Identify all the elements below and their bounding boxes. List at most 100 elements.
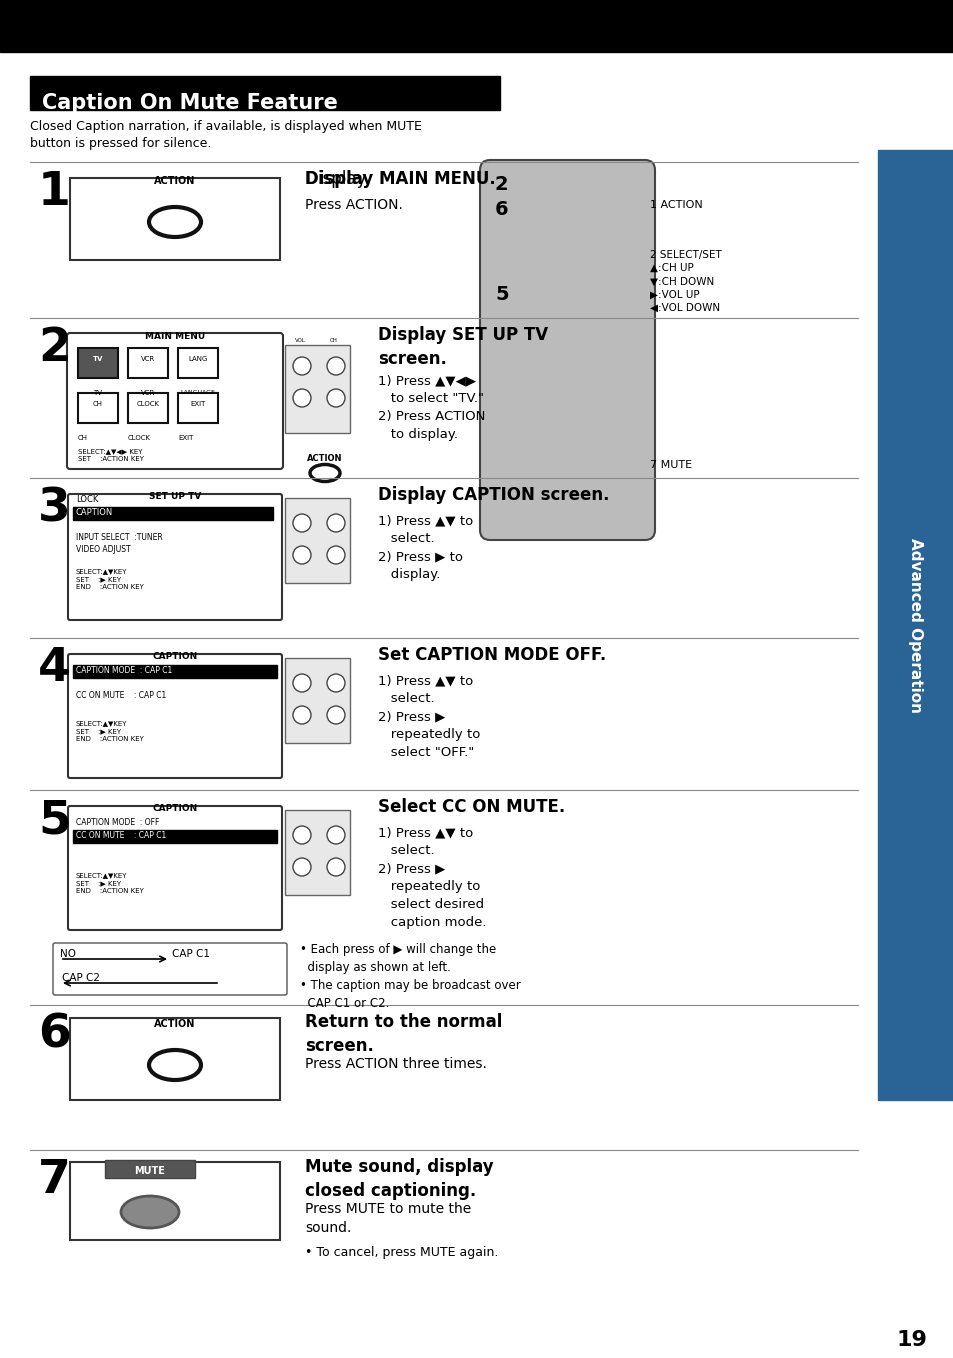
Text: Press ACTION.: Press ACTION. <box>305 198 402 212</box>
Text: ACTION: ACTION <box>307 454 342 463</box>
Ellipse shape <box>293 706 311 724</box>
Bar <box>128 392 168 422</box>
Text: VCR: VCR <box>141 356 155 363</box>
Bar <box>30 76 499 110</box>
Text: 7: 7 <box>38 1158 71 1203</box>
Ellipse shape <box>327 858 345 876</box>
Ellipse shape <box>149 206 201 238</box>
Ellipse shape <box>293 513 311 532</box>
Bar <box>178 392 218 422</box>
Bar <box>78 392 118 422</box>
Text: SELECT:▲▼KEY
SET    :▶ KEY
END    :ACTION KEY: SELECT:▲▼KEY SET :▶ KEY END :ACTION KEY <box>76 872 144 894</box>
Text: 1) Press ▲▼◀▶
   to select "TV."
2) Press ACTION
   to display.: 1) Press ▲▼◀▶ to select "TV." 2) Press A… <box>377 373 485 441</box>
Text: Caption On Mute Feature: Caption On Mute Feature <box>42 92 337 113</box>
Text: LANG: LANG <box>188 356 208 363</box>
Text: 5: 5 <box>38 799 71 843</box>
Bar <box>128 348 168 378</box>
Text: Press MUTE to mute the
sound.: Press MUTE to mute the sound. <box>305 1202 471 1236</box>
Text: CAPTION MODE  : OFF: CAPTION MODE : OFF <box>76 818 159 827</box>
Bar <box>285 809 350 895</box>
Text: Set CAPTION MODE OFF.: Set CAPTION MODE OFF. <box>377 646 605 664</box>
Text: Return to the normal
screen.: Return to the normal screen. <box>305 1013 502 1055</box>
Text: CC ON MUTE    : CAP C1: CC ON MUTE : CAP C1 <box>76 691 166 699</box>
FancyBboxPatch shape <box>68 494 282 621</box>
Text: CAPTION MODE  : CAP C1: CAPTION MODE : CAP C1 <box>76 665 172 675</box>
Text: 6: 6 <box>38 1013 71 1058</box>
FancyBboxPatch shape <box>53 942 287 995</box>
Text: SELECT:▲▼◀▶ KEY
SET    :ACTION KEY: SELECT:▲▼◀▶ KEY SET :ACTION KEY <box>78 448 144 462</box>
Text: 5: 5 <box>495 285 508 304</box>
Text: 2: 2 <box>495 175 508 194</box>
Ellipse shape <box>293 674 311 693</box>
Text: 1) Press ▲▼ to
   select.
2) Press ▶ to
   display.: 1) Press ▲▼ to select. 2) Press ▶ to dis… <box>377 513 473 581</box>
Text: Advanced Operation: Advanced Operation <box>907 538 923 713</box>
Bar <box>105 1160 194 1177</box>
Bar <box>877 149 953 1100</box>
Text: 1: 1 <box>38 170 71 215</box>
Text: • To cancel, press MUTE again.: • To cancel, press MUTE again. <box>305 1247 497 1259</box>
Ellipse shape <box>121 1196 179 1228</box>
Text: 4: 4 <box>38 646 71 691</box>
Text: CH: CH <box>92 401 103 407</box>
Bar <box>285 659 350 743</box>
Text: Select CC ON MUTE.: Select CC ON MUTE. <box>377 799 565 816</box>
Text: 19: 19 <box>896 1329 926 1350</box>
Text: 7 MUTE: 7 MUTE <box>649 460 691 470</box>
Text: 6: 6 <box>495 200 508 219</box>
Bar <box>73 507 273 520</box>
Bar <box>78 348 118 378</box>
Ellipse shape <box>327 388 345 407</box>
Ellipse shape <box>293 858 311 876</box>
Text: CH: CH <box>78 435 88 441</box>
Text: SELECT:▲▼KEY
SET    :▶ KEY
END    :ACTION KEY: SELECT:▲▼KEY SET :▶ KEY END :ACTION KEY <box>76 720 144 741</box>
Text: 1) Press ▲▼ to
   select.
2) Press ▶
   repeatedly to
   select desired
   capti: 1) Press ▲▼ to select. 2) Press ▶ repeat… <box>377 826 486 929</box>
Text: Display MAIN MENU.: Display MAIN MENU. <box>305 170 496 187</box>
Bar <box>70 178 280 259</box>
Text: VOL: VOL <box>294 338 306 344</box>
Text: MAIN MENU: MAIN MENU <box>145 331 205 341</box>
Ellipse shape <box>327 357 345 375</box>
Ellipse shape <box>293 826 311 845</box>
Text: SET UP TV: SET UP TV <box>149 492 201 501</box>
Ellipse shape <box>327 513 345 532</box>
Text: VCR: VCR <box>141 390 155 397</box>
Ellipse shape <box>327 674 345 693</box>
FancyBboxPatch shape <box>479 160 655 540</box>
Text: 1) Press ▲▼ to
   select.
2) Press ▶
   repeatedly to
   select "OFF.": 1) Press ▲▼ to select. 2) Press ▶ repeat… <box>377 674 480 759</box>
Ellipse shape <box>293 388 311 407</box>
Text: CAPTION: CAPTION <box>76 508 113 517</box>
Text: EXIT: EXIT <box>190 401 206 407</box>
Text: CLOCK: CLOCK <box>128 435 151 441</box>
Ellipse shape <box>293 546 311 564</box>
Text: ACTION: ACTION <box>154 1018 195 1029</box>
Text: LANGUAGE: LANGUAGE <box>180 390 215 395</box>
Text: Display SET UP TV
screen.: Display SET UP TV screen. <box>377 326 548 368</box>
Text: EXIT: EXIT <box>178 435 193 441</box>
Text: 1 ACTION: 1 ACTION <box>649 200 702 210</box>
FancyBboxPatch shape <box>68 807 282 930</box>
Text: Display CAPTION screen.: Display CAPTION screen. <box>377 486 609 504</box>
Text: MUTE: MUTE <box>134 1167 165 1176</box>
Bar <box>178 348 218 378</box>
Bar <box>70 1018 280 1100</box>
Bar <box>0 0 953 52</box>
FancyBboxPatch shape <box>67 333 283 469</box>
Bar <box>285 345 350 433</box>
Text: ACTION: ACTION <box>154 177 195 186</box>
Text: • Each press of ▶ will change the
  display as shown at left.
• The caption may : • Each press of ▶ will change the displa… <box>299 942 520 1010</box>
Text: CAPTION: CAPTION <box>152 652 197 661</box>
Text: Mute sound, display
closed captioning.: Mute sound, display closed captioning. <box>305 1158 493 1199</box>
Ellipse shape <box>310 464 339 482</box>
Text: TV: TV <box>93 390 102 397</box>
Text: CC ON MUTE    : CAP C1: CC ON MUTE : CAP C1 <box>76 831 166 841</box>
Text: CAP C1: CAP C1 <box>172 949 210 959</box>
Text: CAP C2: CAP C2 <box>62 972 100 983</box>
Text: CH: CH <box>330 338 337 344</box>
Bar <box>73 830 276 843</box>
Text: Closed Caption narration, if available, is displayed when MUTE
button is pressed: Closed Caption narration, if available, … <box>30 120 421 149</box>
Bar <box>73 665 276 678</box>
FancyBboxPatch shape <box>68 655 282 778</box>
Text: TV: TV <box>92 356 103 363</box>
Text: SELECT:▲▼KEY
SET    :▶ KEY
END    :ACTION KEY: SELECT:▲▼KEY SET :▶ KEY END :ACTION KEY <box>76 568 144 589</box>
Ellipse shape <box>293 357 311 375</box>
